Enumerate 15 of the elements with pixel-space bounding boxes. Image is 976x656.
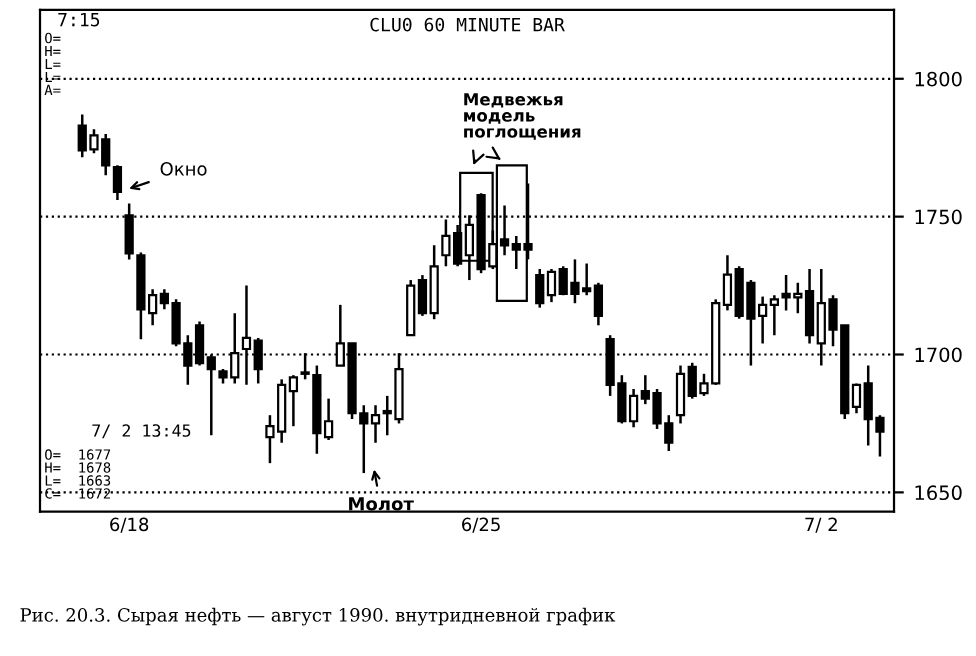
x-tick-label: 6/18	[110, 517, 149, 533]
annotation: 7/ 2 13:45	[92, 424, 191, 439]
annotation: 7:15	[58, 13, 100, 27]
chart-title: CLU0 60 MINUTE BAR	[370, 17, 565, 32]
y-tick-label: 1750	[915, 209, 962, 225]
y-tick-label: 1700	[915, 347, 962, 363]
candlestick	[112, 164, 123, 202]
x-tick-label: 7/ 2	[805, 517, 837, 533]
annotation: Медвежья модель поглощения	[464, 93, 581, 140]
annotation: Окно	[160, 162, 207, 176]
y-tick-label: 1800	[915, 71, 962, 87]
text: Рис. 20.3. Сырая нефть — август 1990. внутридневной график	[20, 607, 616, 626]
x-tick-label: 6/25	[462, 517, 500, 533]
y-tick-label: 1650	[915, 485, 962, 501]
annotation: Молот	[349, 497, 414, 511]
